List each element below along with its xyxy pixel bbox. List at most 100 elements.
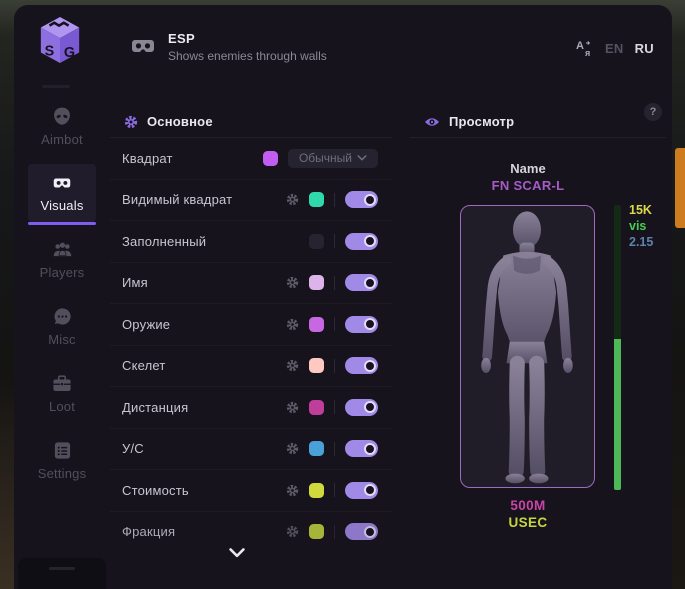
- gear-icon[interactable]: [286, 442, 299, 455]
- gear-icon[interactable]: [286, 193, 299, 206]
- toggle-switch[interactable]: [345, 523, 378, 541]
- toggle-knob: [363, 235, 376, 248]
- color-swatch[interactable]: [309, 192, 324, 208]
- preview-stat: 15K: [629, 203, 652, 217]
- eye-icon: [424, 116, 440, 128]
- color-swatch[interactable]: [309, 358, 324, 374]
- health-bar: [614, 205, 621, 490]
- sidebar-item-loot[interactable]: Loot: [28, 365, 96, 423]
- svg-text:G: G: [64, 45, 75, 61]
- toggle-switch[interactable]: [345, 315, 378, 333]
- gear-icon[interactable]: [286, 484, 299, 497]
- color-swatch[interactable]: [309, 275, 324, 291]
- toggle-switch[interactable]: [345, 232, 378, 250]
- players-icon: [52, 241, 73, 259]
- toggle-switch[interactable]: [345, 398, 378, 416]
- gear-icon[interactable]: [286, 276, 299, 289]
- control-separator: [334, 317, 335, 332]
- color-swatch[interactable]: [309, 441, 324, 457]
- control-separator: [334, 358, 335, 373]
- esp-option-row: Стоимость: [110, 470, 392, 512]
- option-label: Скелет: [122, 358, 166, 374]
- option-controls: [286, 232, 378, 250]
- toggle-knob: [363, 484, 376, 497]
- color-swatch[interactable]: [309, 482, 324, 498]
- option-dropdown[interactable]: Обычный: [288, 148, 378, 168]
- preview-footer-labels: 500M USEC: [410, 498, 646, 530]
- color-swatch[interactable]: [309, 316, 324, 332]
- sidebar-item-label: Visuals: [40, 197, 84, 213]
- toggle-switch[interactable]: [345, 191, 378, 209]
- esp-option-row: Фракция: [110, 512, 392, 553]
- control-separator: [334, 400, 335, 415]
- player-model-preview: [460, 205, 595, 488]
- sidebar-item-aimbot[interactable]: Aimbot: [28, 97, 96, 155]
- sidebar: S G Aimbot Visuals Players Misc Loot Set…: [14, 5, 110, 589]
- esp-goggles-icon: [130, 33, 156, 59]
- option-label: Квадрат: [122, 150, 173, 166]
- background-left-edge: [0, 380, 14, 589]
- toggle-knob: [363, 401, 376, 414]
- gear-icon[interactable]: [286, 318, 299, 331]
- sidebar-item-players[interactable]: Players: [28, 231, 96, 289]
- toggle-knob: [363, 276, 376, 289]
- sidebar-item-visuals[interactable]: Visuals: [28, 164, 96, 225]
- language-options: EN RU: [605, 41, 654, 56]
- help-button[interactable]: ?: [644, 103, 662, 121]
- language-option-en[interactable]: EN: [604, 40, 624, 56]
- control-separator: [334, 192, 335, 207]
- cheat-menu-window: S G Aimbot Visuals Players Misc Loot Set…: [14, 5, 672, 589]
- option-label: Дистанция: [122, 399, 189, 415]
- esp-option-rows: Квадрат Обычный Видимый квадрат: [110, 138, 392, 552]
- esp-option-row: Квадрат Обычный: [110, 138, 392, 180]
- scroll-down-chevron-icon[interactable]: [228, 545, 246, 563]
- color-swatch[interactable]: [263, 150, 278, 166]
- sidebar-item-settings[interactable]: Settings: [28, 432, 96, 490]
- sidebar-item-label: Settings: [37, 466, 87, 481]
- control-separator: [334, 234, 335, 249]
- option-controls: Обычный: [240, 148, 378, 168]
- chat-dots-icon: [53, 307, 72, 326]
- option-controls: [286, 398, 378, 416]
- esp-option-row: Имя: [110, 263, 392, 304]
- preview-panel: Просмотр ? Name FN SCAR-L: [410, 90, 666, 589]
- sidebar-nav: Aimbot Visuals Players Misc Loot Setting…: [14, 97, 110, 490]
- gear-icon[interactable]: [286, 401, 299, 414]
- toggle-switch[interactable]: [345, 357, 378, 375]
- sidebar-item-misc[interactable]: Misc: [28, 298, 96, 356]
- option-controls: [286, 357, 378, 375]
- toggle-knob: [363, 525, 376, 538]
- option-label: Заполненный: [122, 233, 207, 249]
- color-swatch[interactable]: [309, 399, 324, 415]
- section-divider: [410, 137, 666, 138]
- app-logo: S G: [34, 13, 86, 67]
- option-controls: [286, 440, 378, 458]
- gear-icon[interactable]: [286, 359, 299, 372]
- gear-icon: [124, 115, 138, 129]
- color-swatch[interactable]: [309, 233, 324, 249]
- gear-icon[interactable]: [286, 525, 299, 538]
- option-label: У/С: [122, 441, 144, 457]
- sidebar-item-label: Loot: [48, 398, 76, 414]
- sidebar-bottom-divider: [49, 567, 75, 570]
- color-swatch[interactable]: [309, 524, 324, 540]
- main-section-header: Основное: [110, 90, 392, 137]
- page-subtitle: Shows enemies through walls: [168, 49, 327, 63]
- toggle-knob: [363, 359, 376, 372]
- preview-stats: 15K vis 2.15: [629, 203, 653, 250]
- sidebar-item-label: Players: [39, 264, 85, 280]
- toggle-switch[interactable]: [345, 440, 378, 458]
- svg-text:я: я: [585, 48, 590, 58]
- option-controls: [286, 274, 378, 292]
- preview-stat: 2.15: [629, 235, 654, 249]
- preview-section-header: Просмотр: [410, 90, 666, 137]
- option-label: Фракция: [122, 524, 176, 540]
- toggle-switch[interactable]: [345, 481, 378, 499]
- body-model-image: [481, 211, 573, 484]
- toggle-switch[interactable]: [345, 274, 378, 292]
- chevron-down-icon: [357, 155, 367, 161]
- toggle-knob: [363, 193, 376, 206]
- esp-option-row: Заполненный: [110, 221, 392, 263]
- language-option-ru[interactable]: RU: [634, 40, 654, 56]
- translate-icon[interactable]: A я: [574, 38, 594, 58]
